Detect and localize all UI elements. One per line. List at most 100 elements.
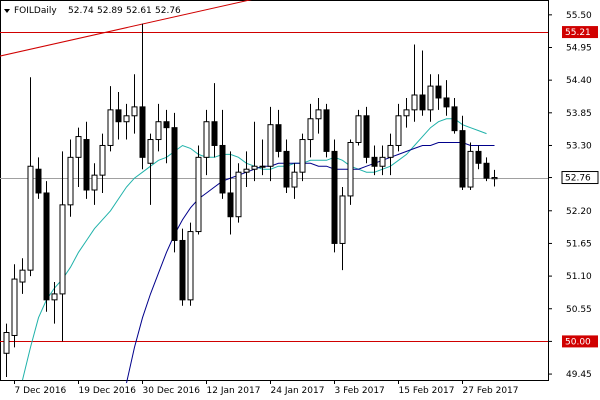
x-tick-label-2: 30 Dec 2016 — [143, 386, 201, 396]
price-axis: 55.50 54.95 54.40 53.85 53.30 52.76 52.20 51.65… — [548, 11, 599, 380]
last-price-label: 52.76 — [565, 174, 591, 184]
candle-body — [227, 192, 234, 218]
x-tick-label-0: 7 Dec 2016 — [15, 386, 67, 396]
candle-52 — [419, 50, 426, 116]
candle-18 — [147, 133, 154, 205]
candle-27 — [219, 109, 226, 199]
candle-35 — [283, 139, 290, 193]
level-label-bg-1 — [562, 335, 598, 348]
candle-body — [131, 106, 138, 117]
candle-body — [419, 94, 426, 111]
candle-53 — [427, 74, 434, 122]
candle-22 — [179, 228, 186, 306]
dropdown-arrow-icon[interactable] — [4, 9, 10, 13]
candle-28 — [227, 151, 234, 235]
candle-body — [395, 115, 402, 146]
candle-body — [187, 231, 194, 301]
candle-body — [99, 144, 106, 176]
candle-body — [451, 106, 458, 132]
candle-body — [347, 142, 354, 197]
candle-body — [11, 278, 18, 336]
candle-55 — [443, 80, 450, 116]
candle-body — [163, 121, 170, 129]
ohlc-close: 52.76 — [155, 6, 181, 16]
candle-body — [179, 239, 186, 301]
candle-29 — [235, 163, 242, 223]
candle-body — [467, 150, 474, 188]
level-label-0: 55.21 — [565, 28, 591, 38]
candle-61 — [491, 169, 498, 187]
candle-body — [243, 168, 250, 173]
candle-body — [371, 156, 378, 167]
y-tick-label-9: 50.55 — [566, 305, 592, 315]
candle-body — [363, 115, 370, 158]
level-label-1: 50.00 — [565, 337, 591, 347]
candle-body — [147, 139, 154, 164]
candle-37 — [299, 133, 306, 182]
candle-7 — [59, 151, 66, 342]
candle-body — [51, 293, 58, 301]
candle-44 — [355, 109, 362, 146]
y-tick-label-4: 53.30 — [566, 141, 592, 151]
x-tick-label-1: 19 Dec 2016 — [79, 386, 137, 396]
y-tick-label-8: 51.10 — [566, 272, 592, 282]
candle-36 — [291, 163, 298, 199]
candle-47 — [379, 145, 386, 176]
ohlc-high: 52.89 — [97, 6, 123, 16]
last-price-label-bg — [561, 171, 599, 185]
candle-43 — [347, 139, 354, 205]
candle-3 — [27, 77, 34, 277]
candle-50 — [403, 97, 410, 128]
y-tick-label-0: 55.50 — [566, 11, 592, 21]
candle-12 — [99, 133, 106, 193]
y-tick-label-7: 51.65 — [566, 239, 592, 249]
y-tick-label-1: 54.95 — [566, 44, 592, 54]
candle-body — [43, 192, 50, 301]
candle-body — [483, 162, 490, 179]
x-tick-label-7: 27 Feb 2017 — [463, 386, 519, 396]
candle-15 — [123, 103, 130, 140]
candle-0 — [3, 323, 10, 378]
candle-body — [491, 177, 498, 180]
candle-1 — [11, 264, 18, 348]
candle-body — [275, 124, 282, 152]
candle-10 — [83, 121, 90, 199]
candle-body — [339, 195, 346, 244]
candle-20 — [163, 109, 170, 164]
candle-body — [331, 150, 338, 244]
x-tick-label-3: 12 Jan 2017 — [207, 386, 261, 396]
candle-body — [27, 165, 34, 271]
candle-14 — [115, 92, 122, 140]
price-levels-layer — [0, 32, 548, 342]
candle-body — [195, 156, 202, 233]
candle-body — [91, 174, 98, 191]
candle-body — [3, 332, 10, 354]
candle-2 — [19, 258, 26, 294]
candle-body — [435, 85, 442, 99]
candle-body — [403, 109, 410, 117]
candle-body — [107, 109, 114, 146]
candle-body — [115, 109, 122, 123]
trendline-layer — [0, 0, 252, 57]
candle-38 — [307, 103, 314, 158]
candle-6 — [51, 282, 58, 324]
y-tick-label-11: 49.45 — [566, 370, 592, 380]
candle-body — [379, 156, 386, 167]
candle-31 — [251, 121, 258, 182]
candle-body — [211, 121, 218, 146]
plot-area-border — [0, 0, 549, 381]
candle-body — [171, 127, 178, 241]
candle-21 — [171, 112, 178, 253]
candle-body — [19, 269, 26, 283]
candle-body — [443, 97, 450, 108]
candle-body — [59, 204, 66, 295]
candle-30 — [243, 151, 250, 188]
candle-48 — [387, 133, 394, 176]
x-tick-label-5: 3 Feb 2017 — [335, 386, 385, 396]
moving-average-line-1 — [126, 142, 495, 384]
candle-49 — [395, 103, 402, 152]
candle-body — [459, 130, 466, 188]
candle-body — [315, 109, 322, 120]
candle-body — [259, 165, 266, 168]
